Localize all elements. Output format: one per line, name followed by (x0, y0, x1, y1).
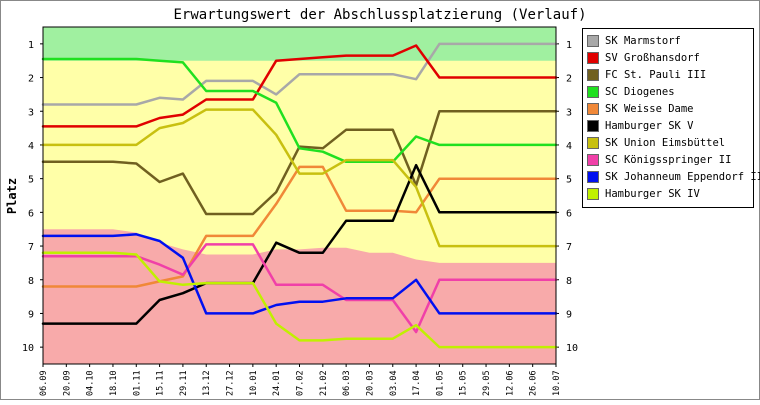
legend-label: Hamburger SK IV (605, 188, 700, 200)
x-tick-label: 10.01 (249, 370, 259, 396)
legend-label: SK Johanneum Eppendorf II (605, 171, 760, 183)
y-tick-labels-left: 1 2 3 4 5 6 7 8 9 10 (22, 40, 34, 354)
x-tick-label: 17.04 (412, 370, 422, 396)
y-tick-label: 2 (566, 74, 572, 85)
legend-item: SK Union Eimsbüttel (587, 136, 725, 150)
legend-swatch (587, 171, 599, 183)
y-tick-label: 9 (28, 309, 34, 320)
legend-label: SV Großhansdorf (605, 52, 700, 64)
y-tick-label: 5 (566, 175, 572, 186)
y-tick-label: 4 (28, 141, 34, 152)
series-line (41, 233, 558, 315)
chart-legend: SK Marmstorf SV Großhansdorf FC St. Pauli … (582, 28, 760, 208)
series-line (41, 108, 558, 248)
zone-bands (43, 27, 556, 364)
x-tick-label: 06.09 (39, 370, 49, 396)
plot-border (42, 26, 557, 365)
legend-item: FC St. Pauli III (587, 68, 706, 82)
x-tick-label: 21.02 (319, 370, 329, 396)
x-tick-label: 26.06 (529, 370, 539, 396)
legend-swatch (587, 69, 599, 81)
series-lines (41, 42, 558, 349)
y-tick-label: 1 (566, 40, 572, 51)
x-tick-label: 10.07 (552, 370, 562, 396)
legend-swatch (587, 35, 599, 47)
legend-label: SC Königsspringer II (605, 154, 732, 166)
chart-title: Erwartungswert der Abschlussplatzierung … (173, 7, 586, 23)
x-tick-label: 15.05 (459, 370, 469, 396)
series-line (41, 165, 558, 288)
x-tick-label: 06.03 (342, 370, 352, 396)
series-line (41, 243, 558, 334)
x-tick-label: 04.10 (86, 370, 96, 396)
legend-label: SC Diogenes (605, 86, 675, 98)
y-tick-label: 3 (566, 107, 572, 118)
x-tick-label: 12.06 (505, 370, 515, 396)
legend-item: Hamburger SK V (587, 119, 694, 133)
series-line (41, 57, 558, 164)
x-tick-labels: 06.09 20.09 04.10 18.10 01.11 15.11 29.11 13.12… (39, 370, 562, 396)
y-tick-labels-right: 1 2 3 4 5 6 7 8 9 10 (566, 40, 578, 354)
legend-item: SV Großhansdorf (587, 51, 700, 65)
band-green (43, 27, 556, 61)
y-axis-label: Platz (5, 178, 19, 214)
x-tick-label: 27.12 (226, 370, 236, 396)
x-tick-label: 29.11 (179, 370, 189, 396)
legend-item: SK Marmstorf (587, 34, 681, 48)
legend-item: SC Königsspringer II (587, 153, 731, 167)
x-tick-label: 03.04 (389, 370, 399, 396)
y-tick-label: 9 (566, 309, 572, 320)
y-tick-label: 4 (566, 141, 572, 152)
series-line (41, 251, 558, 349)
legend-label: FC St. Pauli III (605, 69, 707, 81)
x-tick-label: 15.11 (156, 370, 166, 396)
legend-swatch (587, 120, 599, 132)
x-tick-label: 20.03 (365, 370, 375, 396)
x-tick-label: 07.02 (296, 370, 306, 396)
y-tick-label: 5 (28, 175, 34, 186)
x-tick-label: 13.12 (202, 370, 212, 396)
legend-label: Hamburger SK V (605, 120, 694, 132)
y-tick-label: 8 (28, 276, 34, 287)
y-tick-label: 2 (28, 74, 34, 85)
series-line (41, 44, 558, 128)
band-red (43, 229, 556, 364)
legend-swatch (587, 103, 599, 115)
legend-item: Hamburger SK IV (587, 187, 700, 201)
y-tick-label: 7 (566, 242, 572, 253)
legend-swatch (587, 137, 599, 149)
legend-item: SK Weisse Dame (587, 102, 694, 116)
legend-swatch (587, 154, 599, 166)
series-line (41, 163, 558, 325)
x-tick-label: 29.05 (482, 370, 492, 396)
legend-label: SK Union Eimsbüttel (605, 137, 726, 149)
x-tick-label: 24.01 (272, 370, 282, 396)
series-line (41, 42, 558, 106)
legend-swatch (587, 86, 599, 98)
legend-label: SK Marmstorf (605, 35, 681, 47)
x-tick-label: 01.05 (435, 370, 445, 396)
y-tick-label: 1 (28, 40, 34, 51)
x-tick-label: 20.09 (62, 370, 72, 396)
y-tick-label: 10 (566, 343, 578, 354)
legend-item: SK Johanneum Eppendorf II (587, 170, 760, 184)
legend-item: SC Diogenes (587, 85, 675, 99)
legend-swatch (587, 188, 599, 200)
x-tick-label: 01.11 (132, 370, 142, 396)
y-tick-label: 6 (566, 208, 572, 219)
legend-swatch (587, 52, 599, 64)
x-tick-label: 18.10 (109, 370, 119, 396)
y-tick-label: 7 (28, 242, 34, 253)
y-tick-label: 10 (22, 343, 34, 354)
legend-label: SK Weisse Dame (605, 103, 694, 115)
y-tick-label: 3 (28, 107, 34, 118)
y-tick-label: 8 (566, 276, 572, 287)
y-tick-label: 6 (28, 208, 34, 219)
